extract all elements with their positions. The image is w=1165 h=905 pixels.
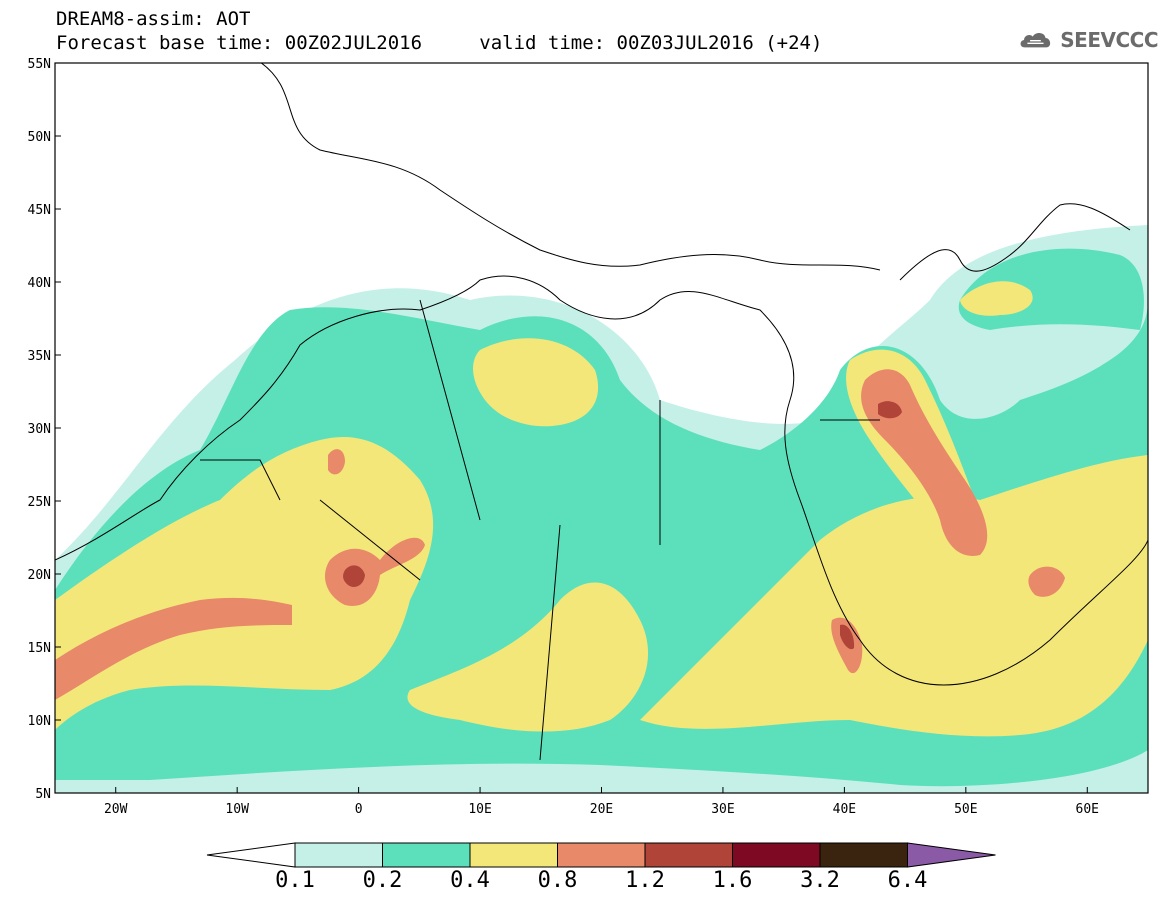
lon-tick-label: 50E	[954, 802, 977, 817]
map-title: DREAM8-assim: AOT	[56, 8, 251, 30]
seevccc-logo: SEEVCCC	[1018, 24, 1158, 56]
colorbar-label: 0.8	[537, 868, 578, 893]
aot-region-darkred-mali	[343, 565, 365, 587]
lat-tick-label: 25N	[28, 495, 51, 510]
aot-region-yellow-chad	[407, 582, 649, 732]
lat-tick-label: 45N	[28, 203, 51, 218]
colorbar-swatch	[557, 842, 646, 868]
valid-time-label: valid time: 00Z03JUL2016 (+24)	[479, 32, 823, 54]
colorbar-swatch	[819, 842, 908, 868]
map-subtitle: Forecast base time: 00Z02JUL2016 valid t…	[56, 33, 822, 53]
lat-tick-label: 40N	[28, 276, 51, 291]
lat-tick-label: 20N	[28, 568, 51, 583]
colorbar-label: 3.2	[800, 868, 840, 893]
aot-region-darkred-iraq	[878, 401, 902, 419]
aot-field	[55, 63, 1148, 793]
aot-region-orange-band	[55, 597, 292, 700]
colorbar-label: 6.4	[887, 868, 928, 893]
coastlines	[55, 63, 1148, 761]
aot-region-orange-mali	[325, 537, 425, 606]
lat-axis: 55N 50N 45N 40N 35N 30N 25N 20N 15N 10N 5N	[28, 57, 61, 802]
colorbar-swatch	[732, 842, 821, 868]
colorbar-swatch	[382, 842, 471, 868]
aot-region-yellow-arabia	[640, 455, 1148, 737]
colorbar-label: 0.2	[362, 868, 403, 893]
aot-region-yellow-caspian	[960, 281, 1033, 316]
lon-tick-label: 40E	[833, 802, 856, 817]
colorbar-under-arrow	[206, 842, 296, 868]
colorbar-label: 1.2	[625, 868, 665, 893]
logo-text: SEEVCCC	[1060, 28, 1158, 52]
lat-tick-label: 35N	[28, 349, 51, 364]
lon-tick-label: 0	[355, 802, 363, 817]
aot-region-orange-oman	[1028, 566, 1065, 597]
colorbar-label: 1.6	[712, 868, 753, 893]
lon-tick-label: 30E	[711, 802, 734, 817]
lon-tick-label: 60E	[1076, 802, 1099, 817]
lon-tick-label: 20E	[590, 802, 613, 817]
lat-tick-label: 15N	[28, 641, 51, 656]
lon-tick-label: 10E	[468, 802, 491, 817]
lon-tick-label: 20W	[104, 802, 128, 817]
lat-tick-label: 55N	[28, 57, 51, 72]
lat-tick-label: 5N	[35, 787, 51, 802]
lon-axis: 20W 10W 0 10E 20E 30E 40E 50E 60E	[104, 787, 1099, 817]
base-time-label: Forecast base time: 00Z02JUL2016	[56, 32, 423, 54]
colorbar-label: 0.1	[275, 868, 315, 893]
colorbar-swatch	[469, 842, 558, 868]
colorbar-swatch	[644, 842, 733, 868]
aot-region-darkred-ethiopia	[840, 624, 855, 650]
lat-tick-label: 50N	[28, 130, 51, 145]
lat-tick-label: 10N	[28, 714, 51, 729]
aot-region-orange-algeria	[328, 449, 345, 475]
colorbar	[206, 842, 996, 868]
colorbar-over-arrow	[907, 842, 996, 868]
lat-tick-label: 30N	[28, 422, 51, 437]
colorbar-label: 0.4	[450, 868, 490, 893]
lon-tick-label: 10W	[225, 802, 249, 817]
aot-region-yellow-libya	[473, 338, 599, 427]
cloud-icon	[1020, 33, 1051, 48]
aot-region-yellow-west	[55, 436, 434, 730]
colorbar-swatch	[294, 842, 383, 868]
